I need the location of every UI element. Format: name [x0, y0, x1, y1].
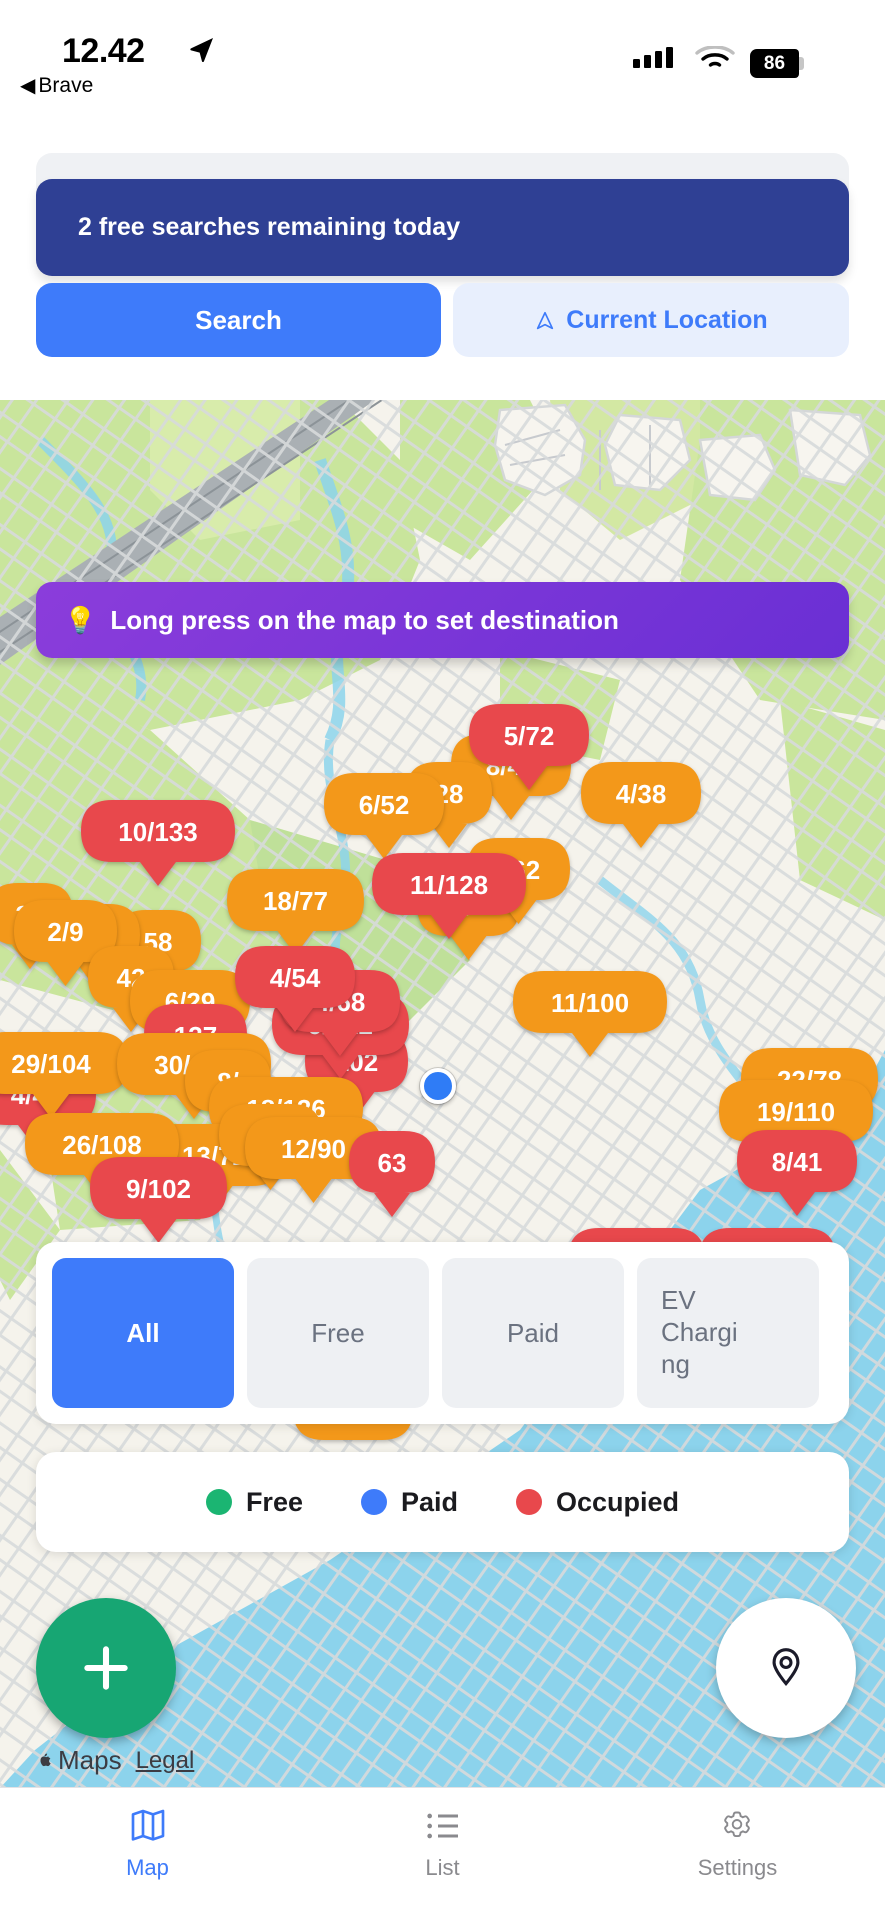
svg-text:8/41: 8/41 — [772, 1147, 823, 1177]
svg-text:9/102: 9/102 — [125, 1174, 190, 1204]
svg-text:12/90: 12/90 — [280, 1134, 345, 1164]
svg-text:6/52: 6/52 — [359, 790, 410, 820]
svg-text:2/9: 2/9 — [47, 917, 83, 947]
svg-text:5/72: 5/72 — [504, 721, 555, 751]
svg-text:19/110: 19/110 — [757, 1097, 835, 1127]
svg-text:29/104: 29/104 — [11, 1049, 91, 1079]
svg-text:11/100: 11/100 — [551, 988, 629, 1018]
svg-text:4/54: 4/54 — [270, 963, 321, 993]
svg-text:63: 63 — [378, 1148, 407, 1178]
svg-text:4/38: 4/38 — [616, 779, 667, 809]
svg-text:18/77: 18/77 — [262, 886, 327, 916]
svg-text:11/128: 11/128 — [410, 870, 488, 900]
svg-text:10/133: 10/133 — [118, 817, 198, 847]
svg-text:26/108: 26/108 — [62, 1130, 142, 1160]
